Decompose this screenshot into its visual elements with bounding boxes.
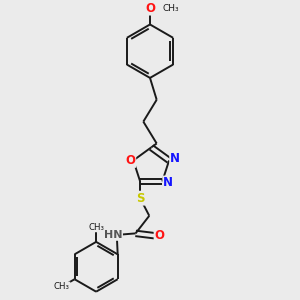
Text: CH₃: CH₃	[88, 223, 104, 232]
Text: S: S	[136, 192, 144, 205]
Text: O: O	[145, 2, 155, 15]
Text: O: O	[154, 229, 165, 242]
Text: HN: HN	[103, 230, 122, 240]
Text: N: N	[170, 152, 180, 165]
Text: O: O	[125, 154, 135, 167]
Text: CH₃: CH₃	[54, 282, 70, 291]
Text: N: N	[163, 176, 173, 190]
Text: CH₃: CH₃	[163, 4, 179, 13]
